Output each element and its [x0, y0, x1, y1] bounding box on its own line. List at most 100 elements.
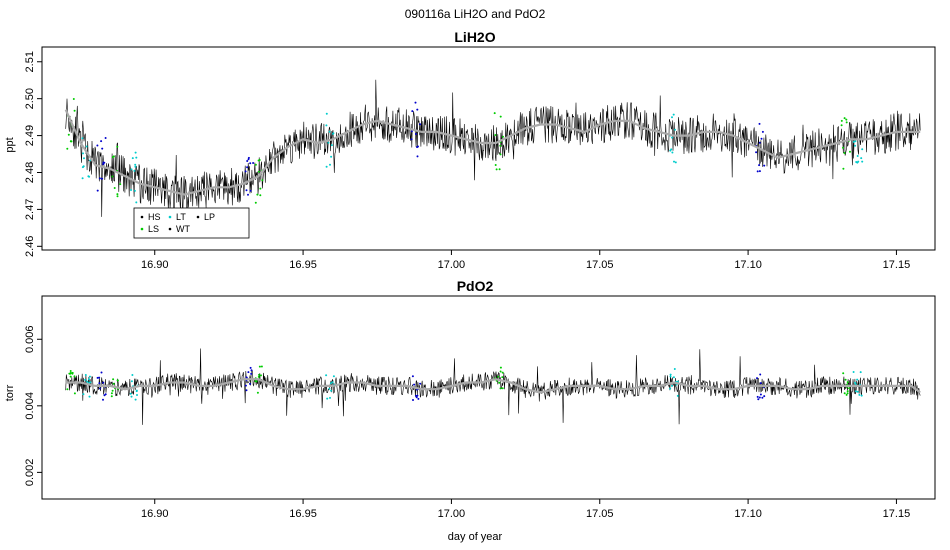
- legend-entry-ls: LS: [140, 224, 159, 234]
- lih2o-calibration-point: [96, 144, 99, 147]
- pdo2-calibration-point: [249, 382, 251, 385]
- pdo2-calibration-point: [136, 394, 138, 396]
- lih2o-x-tick-label: 16.95: [289, 259, 317, 271]
- lih2o-calibration-point: [860, 157, 863, 160]
- legend-label-lp: LP: [204, 212, 215, 222]
- lih2o-calibration-point: [763, 164, 766, 167]
- pdo2-calibration-point: [676, 380, 679, 383]
- lih2o-y-axis: 2.46 2.47 2.48 2.49 2.50 2.51: [24, 51, 42, 257]
- lih2o-x-tick-label: 17.05: [586, 259, 614, 271]
- legend-entry-lt: LT: [168, 212, 186, 222]
- lih2o-calibration-point: [69, 140, 72, 143]
- pdo2-calibration-point: [758, 396, 761, 399]
- x-axis-label: day of year: [448, 531, 503, 543]
- lih2o-calibration-point: [111, 175, 114, 178]
- pdo2-calibration-point: [88, 378, 90, 381]
- pdo2-calibration-point: [854, 390, 857, 393]
- legend: HS LT LP LS WT: [133, 207, 250, 239]
- pdo2-calibration-point: [499, 387, 502, 390]
- lih2o-calibration-point: [254, 163, 257, 166]
- lih2o-calibration-point: [83, 157, 85, 160]
- pdo2-x-tick-label: 16.95: [289, 508, 317, 520]
- pdo2-calibration-point: [258, 365, 261, 368]
- lih2o-calibration-point: [673, 160, 675, 163]
- pdo2-calibration-point: [759, 373, 762, 376]
- lih2o-calibration-point: [246, 160, 249, 162]
- pdo2-y-tick-label: 0.006: [24, 325, 36, 353]
- lih2o-calibration-point: [67, 133, 70, 136]
- pdo2-calibration-point: [411, 375, 414, 378]
- lih2o-calibration-point: [134, 151, 137, 154]
- pdo2-calibration-point: [499, 370, 502, 373]
- lih2o-calibration-point: [758, 164, 761, 167]
- lih2o-calibration-point: [131, 157, 134, 160]
- lih2o-y-tick-label: 2.46: [24, 236, 36, 257]
- lih2o-calibration-point: [411, 110, 414, 113]
- pdo2-calibration-point: [854, 383, 857, 386]
- lih2o-x-tick-label: 17.00: [438, 259, 466, 271]
- lih2o-calibration-point: [116, 145, 119, 148]
- lih2o-calibration-point: [96, 189, 99, 192]
- lih2o-calibration-point: [840, 124, 843, 127]
- pdo2-calibration-point: [413, 383, 416, 386]
- lih2o-calibration-point: [259, 187, 262, 190]
- pdo2-calibration-point: [329, 396, 331, 399]
- pdo2-calibration-point: [66, 388, 69, 391]
- lih2o-calibration-point: [325, 124, 328, 127]
- lih2o-calibration-point: [852, 140, 855, 143]
- lih2o-calibration-point: [861, 160, 864, 163]
- pdo2-calibration-point: [417, 397, 420, 400]
- legend-label-wt: WT: [176, 224, 190, 234]
- legend-marker-wt: [168, 227, 172, 231]
- pdo2-calibration-point: [671, 384, 673, 387]
- pdo2-y-tick-label: 0.002: [24, 459, 36, 487]
- pdo2-calibration-point: [131, 374, 134, 376]
- lih2o-calibration-point: [330, 155, 333, 158]
- pdo2-calibration-point: [73, 375, 76, 378]
- legend-entry-wt: WT: [168, 224, 190, 234]
- pdo2-calibration-point: [763, 395, 766, 398]
- pdo2-calibration-point: [756, 395, 759, 398]
- pdo2-calibration-point: [103, 394, 106, 397]
- pdo2-calibration-point: [498, 381, 501, 384]
- lih2o-calibration-point: [102, 163, 105, 166]
- lih2o-calibration-point: [499, 153, 502, 156]
- lih2o-calibration-point: [100, 140, 103, 143]
- lih2o-plot-area: [64, 79, 921, 234]
- pdo2-calibration-point: [848, 387, 851, 390]
- pdo2-calibration-point: [69, 375, 72, 378]
- lih2o-calibration-point: [845, 118, 848, 121]
- lih2o-calibration-point: [410, 130, 413, 133]
- pdo2-calibration-point: [330, 389, 333, 392]
- legend-entry-lp: LP: [196, 212, 215, 222]
- pdo2-raw-trace: [65, 348, 921, 425]
- pdo2-calibration-point: [69, 372, 72, 375]
- pdo2-calibration-point: [846, 390, 849, 393]
- pdo2-calibration-point: [416, 394, 419, 397]
- pdo2-calibration-point: [501, 371, 504, 374]
- pdo2-calibration-point: [673, 368, 676, 370]
- lih2o-calibration-point: [758, 170, 761, 173]
- pdo2-calibration-point: [412, 399, 414, 401]
- legend-marker-lt: [168, 215, 172, 219]
- pdo2-plot-frame: [41, 295, 936, 500]
- lih2o-calibration-point: [498, 168, 501, 171]
- lih2o-calibration-point: [116, 195, 119, 198]
- lih2o-calibration-point: [672, 113, 675, 116]
- legend-label-ls: LS: [148, 224, 159, 234]
- pdo2-calibration-point: [86, 380, 89, 383]
- pdo2-calibration-point: [110, 392, 113, 395]
- pdo2-calibration-point: [497, 375, 500, 378]
- lih2o-calibration-point: [671, 116, 673, 119]
- lih2o-plot-frame: [41, 46, 936, 251]
- lih2o-calibration-point: [259, 194, 262, 197]
- pdo2-calibration-point: [846, 381, 849, 384]
- lih2o-calibration-point: [414, 101, 417, 104]
- pdo2-calibration-point: [856, 378, 859, 381]
- pdo2-calibration-point: [759, 393, 762, 396]
- pdo2-calibration-point: [759, 382, 762, 385]
- pdo2-calibration-point: [331, 381, 334, 384]
- lih2o-calibration-point: [843, 152, 846, 154]
- lih2o-calibration-point: [102, 161, 105, 164]
- pdo2-y-axis-label: torr: [4, 384, 16, 401]
